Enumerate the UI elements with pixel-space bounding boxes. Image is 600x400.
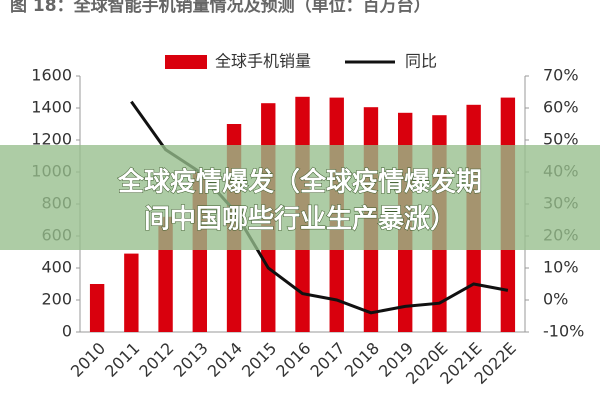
y-tick-label: 1400 [31, 98, 72, 117]
y2-tick-label: 10% [543, 258, 579, 277]
x-tick-label: 2016 [272, 339, 314, 381]
x-tick-label: 2013 [170, 339, 212, 381]
y2-tick-label: -10% [543, 322, 584, 341]
legend-swatch [165, 55, 207, 69]
y-tick-label: 400 [41, 258, 72, 277]
x-tick-label: 2012 [135, 339, 177, 381]
overlay-text: 全球疫情爆发（全球疫情爆发期 [117, 167, 482, 198]
y-tick-label: 0 [62, 322, 72, 341]
x-tick-label: 2010 [67, 339, 109, 381]
legend-label: 全球手机销量 [215, 52, 311, 71]
bar [124, 253, 139, 332]
y2-tick-label: 50% [543, 130, 579, 149]
x-tick-label: 2011 [101, 339, 143, 381]
x-tick-label: 2018 [341, 339, 383, 381]
overlay-text: 间中国哪些行业生产暴涨） [144, 204, 456, 235]
y2-tick-label: 60% [543, 98, 579, 117]
y-tick-label: 1600 [31, 66, 72, 85]
x-tick-label: 2015 [238, 339, 280, 381]
y-tick-label: 1200 [31, 130, 72, 149]
bar [89, 284, 105, 332]
chart-title: 图 18：全球智能手机销量情况及预测（单位：百万台） [10, 0, 431, 16]
y2-tick-label: 0% [543, 290, 568, 309]
x-tick-label: 2014 [204, 339, 246, 381]
y2-tick-label: 70% [543, 66, 579, 85]
overlay-band [0, 145, 600, 250]
legend-label: 同比 [405, 52, 437, 71]
x-tick-label: 2017 [307, 339, 349, 381]
y-tick-label: 200 [41, 290, 72, 309]
